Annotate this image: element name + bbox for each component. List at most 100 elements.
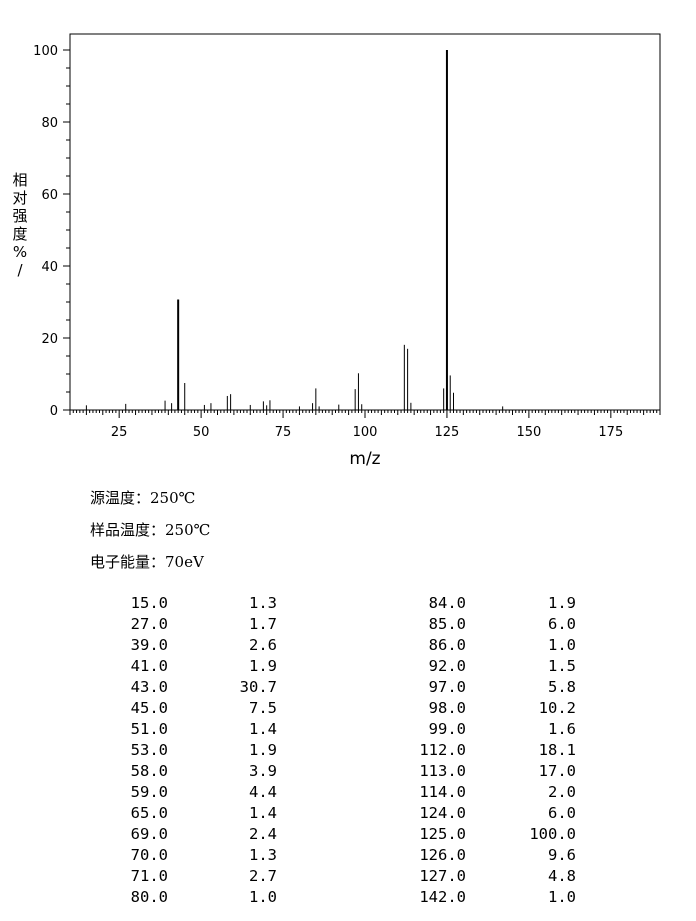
y-axis-label-char: 度 bbox=[12, 225, 27, 243]
electron-energy: 电子能量：70eV bbox=[90, 551, 204, 572]
table-cell-mz-right: 98.0 bbox=[428, 699, 466, 717]
source-temperature-label: 源温度： bbox=[90, 489, 151, 507]
table-cell-intensity-left: 2.7 bbox=[249, 867, 277, 885]
table-cell-intensity-left: 7.5 bbox=[249, 699, 277, 717]
table-cell-intensity-right: 9.6 bbox=[548, 846, 576, 864]
x-tick-label: 25 bbox=[111, 425, 128, 440]
table-row: 71.0 2.7 127.0 4.8 bbox=[0, 867, 696, 888]
table-cell-mz-right: 99.0 bbox=[428, 720, 466, 738]
y-axis-label-char: 强 bbox=[12, 207, 27, 225]
table-cell-intensity-right: 2.0 bbox=[548, 783, 576, 801]
table-cell-intensity-left: 1.9 bbox=[249, 657, 277, 675]
table-row: 58.0 3.9 113.0 17.0 bbox=[0, 762, 696, 783]
table-cell-mz-left: 53.0 bbox=[130, 741, 168, 759]
table-cell-mz-right: 125.0 bbox=[419, 825, 466, 843]
table-row: 45.0 7.5 98.0 10.2 bbox=[0, 699, 696, 720]
sample-temperature-value: 250℃ bbox=[165, 521, 211, 539]
y-tick-label: 0 bbox=[50, 404, 58, 419]
y-tick-label: 20 bbox=[41, 332, 58, 347]
table-row: 65.0 1.4 124.0 6.0 bbox=[0, 804, 696, 825]
table-cell-intensity-right: 6.0 bbox=[548, 804, 576, 822]
table-cell-mz-right: 84.0 bbox=[428, 594, 466, 612]
table-cell-mz-right: 86.0 bbox=[428, 636, 466, 654]
x-tick-label: 125 bbox=[435, 425, 460, 440]
table-row: 39.0 2.6 86.0 1.0 bbox=[0, 636, 696, 657]
table-cell-intensity-left: 1.3 bbox=[249, 594, 277, 612]
y-tick-label: 100 bbox=[33, 44, 58, 59]
y-axis-label-char: 对 bbox=[12, 189, 27, 207]
y-axis-label-char: / bbox=[17, 261, 23, 279]
table-cell-mz-left: 43.0 bbox=[130, 678, 168, 696]
x-tick-label: 50 bbox=[193, 425, 210, 440]
sample-temperature: 样品温度：250℃ bbox=[90, 519, 210, 540]
mass-spectrum-chart: 0 20 40 60 80 100 25 50 75 100 125 150 175 m/z 相对强度… bbox=[12, 33, 661, 469]
table-cell-mz-right: 92.0 bbox=[428, 657, 466, 675]
table-row: 15.0 1.3 84.0 1.9 bbox=[0, 594, 696, 615]
table-cell-intensity-right: 5.8 bbox=[548, 678, 576, 696]
y-tick-label: 60 bbox=[41, 188, 58, 203]
table-cell-mz-left: 15.0 bbox=[130, 594, 168, 612]
x-tick-label: 150 bbox=[516, 425, 541, 440]
table-cell-intensity-right: 17.0 bbox=[538, 762, 576, 780]
table-cell-intensity-left: 1.9 bbox=[249, 741, 277, 759]
table-cell-intensity-left: 1.7 bbox=[249, 615, 277, 633]
table-cell-intensity-right: 4.8 bbox=[548, 867, 576, 885]
table-cell-mz-left: 51.0 bbox=[130, 720, 168, 738]
source-temperature: 源温度：250℃ bbox=[90, 487, 195, 508]
x-tick-label: 100 bbox=[353, 425, 378, 440]
table-cell-mz-left: 69.0 bbox=[130, 825, 168, 843]
x-tick-label: 75 bbox=[275, 425, 292, 440]
table-row: 43.0 30.7 97.0 5.8 bbox=[0, 678, 696, 699]
table-cell-mz-left: 45.0 bbox=[130, 699, 168, 717]
table-cell-intensity-left: 1.3 bbox=[249, 846, 277, 864]
table-row: 80.0 1.0 142.0 1.0 bbox=[0, 888, 696, 909]
table-cell-intensity-right: 1.0 bbox=[548, 636, 576, 654]
table-cell-intensity-right: 1.5 bbox=[548, 657, 576, 675]
table-cell-mz-left: 39.0 bbox=[130, 636, 168, 654]
table-cell-mz-right: 127.0 bbox=[419, 867, 466, 885]
peak-table: 15.0 1.3 84.0 1.9 27.0 1.7 85.0 6.0 39.0 2.6 86.0 1… bbox=[0, 594, 696, 909]
sample-temperature-label: 样品温度： bbox=[90, 521, 166, 539]
table-row: 70.0 1.3 126.0 9.6 bbox=[0, 846, 696, 867]
table-cell-mz-right: 112.0 bbox=[419, 741, 466, 759]
table-cell-mz-right: 126.0 bbox=[419, 846, 466, 864]
table-cell-intensity-right: 1.9 bbox=[548, 594, 576, 612]
electron-energy-value: 70eV bbox=[165, 553, 204, 571]
table-cell-mz-right: 97.0 bbox=[428, 678, 466, 696]
table-cell-intensity-left: 3.9 bbox=[249, 762, 277, 780]
table-row: 51.0 1.4 99.0 1.6 bbox=[0, 720, 696, 741]
y-axis-label: 相对强度% / bbox=[12, 171, 27, 279]
y-tick-label: 80 bbox=[41, 116, 58, 131]
y-tick-label: 40 bbox=[41, 260, 58, 275]
table-cell-intensity-right: 1.6 bbox=[548, 720, 576, 738]
x-tick-label: 175 bbox=[598, 425, 623, 440]
table-cell-mz-right: 85.0 bbox=[428, 615, 466, 633]
table-cell-mz-left: 59.0 bbox=[130, 783, 168, 801]
table-cell-mz-right: 124.0 bbox=[419, 804, 466, 822]
table-cell-intensity-right: 1.0 bbox=[548, 888, 576, 906]
table-cell-intensity-left: 2.4 bbox=[249, 825, 277, 843]
table-cell-mz-left: 58.0 bbox=[130, 762, 168, 780]
y-axis-label-char: 相 bbox=[12, 171, 27, 189]
source-temperature-value: 250℃ bbox=[150, 489, 196, 507]
x-axis-label: m/z bbox=[349, 449, 380, 469]
table-cell-mz-right: 113.0 bbox=[419, 762, 466, 780]
table-cell-mz-right: 142.0 bbox=[419, 888, 466, 906]
electron-energy-label: 电子能量： bbox=[90, 553, 166, 571]
table-cell-intensity-left: 2.6 bbox=[249, 636, 277, 654]
table-cell-intensity-left: 1.0 bbox=[249, 888, 277, 906]
table-cell-intensity-right: 100.0 bbox=[529, 825, 576, 843]
table-cell-intensity-left: 30.7 bbox=[239, 678, 277, 696]
table-cell-intensity-left: 4.4 bbox=[249, 783, 277, 801]
y-axis-label-char: % bbox=[13, 243, 27, 261]
table-row: 59.0 4.4 114.0 2.0 bbox=[0, 783, 696, 804]
plot-frame bbox=[69, 33, 661, 411]
table-cell-intensity-right: 18.1 bbox=[538, 741, 576, 759]
table-cell-mz-left: 65.0 bbox=[130, 804, 168, 822]
table-cell-mz-left: 70.0 bbox=[130, 846, 168, 864]
table-cell-mz-left: 71.0 bbox=[130, 867, 168, 885]
table-row: 27.0 1.7 85.0 6.0 bbox=[0, 615, 696, 636]
table-row: 69.0 2.4 125.0 100.0 bbox=[0, 825, 696, 846]
table-cell-intensity-left: 1.4 bbox=[249, 720, 277, 738]
table-row: 53.0 1.9 112.0 18.1 bbox=[0, 741, 696, 762]
